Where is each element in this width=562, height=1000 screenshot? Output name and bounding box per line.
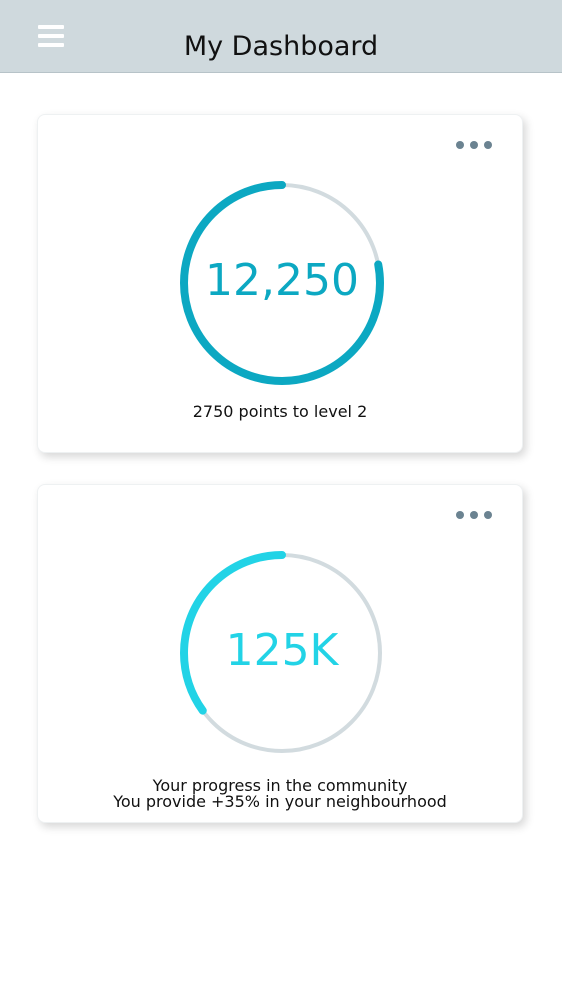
community-value: 125K — [180, 619, 384, 683]
community-card: 125K Your progress in the community You … — [37, 484, 523, 823]
points-card: 12,250 2750 points to level 2 — [37, 114, 523, 453]
points-value: 12,250 — [180, 249, 384, 313]
points-caption: 2750 points to level 2 — [38, 403, 522, 420]
more-dots-icon[interactable] — [456, 509, 492, 521]
app-header: My Dashboard — [0, 0, 562, 73]
community-caption-line2: You provide +35% in your neighbourhood — [38, 793, 522, 810]
page-title: My Dashboard — [0, 29, 562, 65]
points-progress-ring: 12,250 — [180, 181, 384, 385]
more-dots-icon[interactable] — [456, 139, 492, 151]
community-progress-ring: 125K — [180, 551, 384, 755]
